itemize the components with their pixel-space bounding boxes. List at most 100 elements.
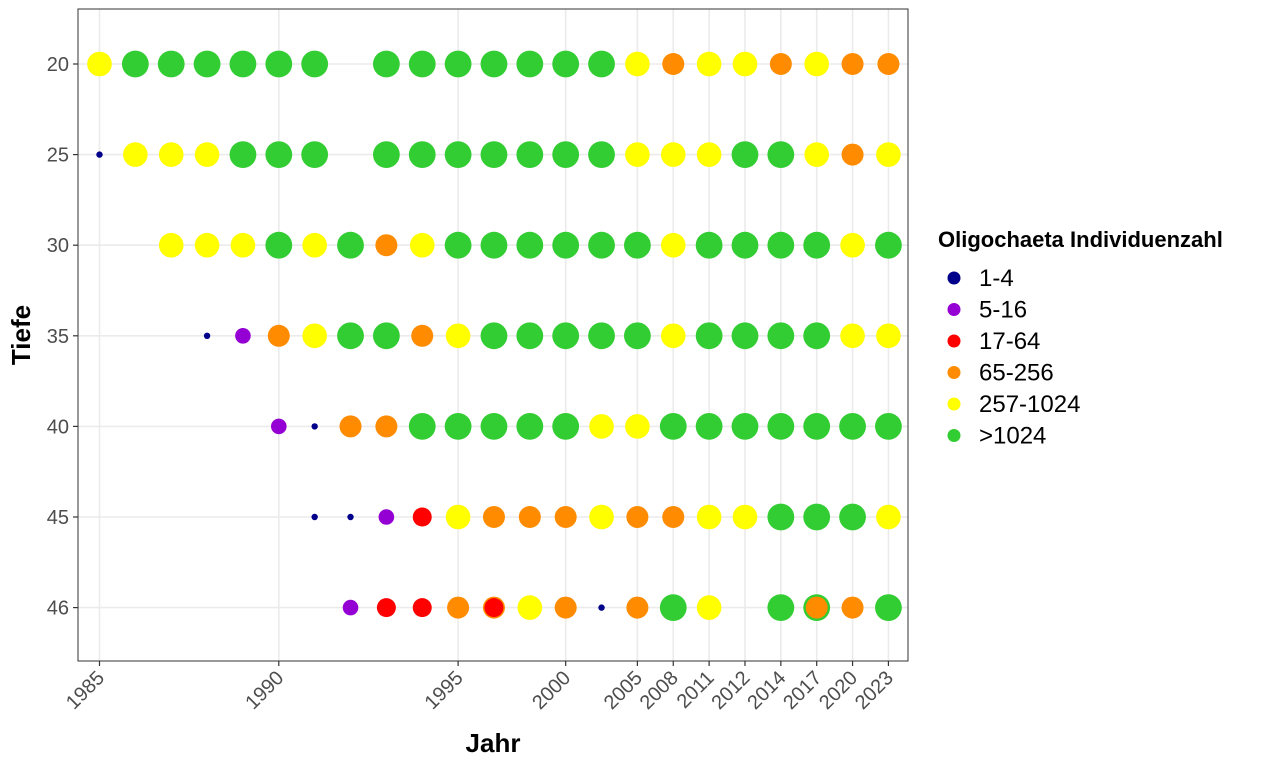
data-point	[194, 142, 220, 167]
data-point	[480, 413, 508, 440]
x-tick-label: 1990	[241, 667, 288, 714]
data-point	[87, 51, 112, 77]
y-tick-label: 30	[47, 235, 69, 257]
data-point	[123, 142, 148, 167]
data-point	[625, 142, 650, 167]
data-point	[696, 51, 722, 77]
data-point	[347, 513, 354, 521]
data-point	[265, 141, 293, 169]
data-point	[659, 413, 687, 440]
y-tick-label: 25	[47, 145, 69, 167]
data-point	[157, 50, 185, 78]
data-point	[626, 596, 649, 619]
data-point	[412, 598, 432, 618]
data-point	[229, 50, 257, 78]
data-point	[588, 141, 615, 169]
data-point	[193, 50, 221, 78]
data-point	[804, 51, 829, 77]
data-point	[376, 598, 396, 618]
data-point	[660, 232, 686, 258]
data-point	[482, 506, 505, 528]
legend-key	[947, 334, 961, 348]
data-point	[803, 231, 831, 259]
legend-key	[947, 271, 961, 285]
data-point	[96, 151, 103, 158]
data-point	[554, 506, 577, 528]
x-tick-label: 2023	[851, 667, 898, 714]
data-point	[731, 413, 759, 440]
data-point	[875, 231, 902, 259]
data-point	[660, 142, 686, 167]
data-point	[337, 231, 364, 259]
data-point	[767, 503, 795, 531]
data-point	[660, 323, 686, 349]
data-point	[375, 415, 398, 438]
data-point	[444, 50, 472, 78]
legend-label: >1024	[979, 423, 1046, 450]
data-point	[235, 328, 251, 344]
data-point	[552, 231, 580, 259]
data-point	[445, 504, 471, 530]
data-point	[444, 231, 472, 259]
data-point	[804, 142, 829, 167]
data-point	[372, 50, 400, 78]
data-point	[302, 323, 327, 349]
data-point	[342, 599, 359, 616]
legend-label: 257-1024	[979, 391, 1080, 418]
y-tick-label: 20	[47, 54, 69, 76]
data-point	[480, 50, 508, 78]
legend-key	[947, 429, 961, 442]
data-point	[516, 322, 544, 350]
data-point	[626, 506, 649, 528]
data-point	[875, 413, 902, 440]
data-point	[311, 513, 318, 521]
data-point	[444, 413, 472, 440]
data-point	[444, 141, 472, 169]
data-point	[767, 322, 795, 350]
data-point	[839, 413, 866, 440]
legend-label: 5-16	[979, 297, 1027, 324]
data-point	[311, 423, 318, 430]
data-point	[803, 322, 831, 350]
x-tick-label: 2000	[528, 667, 575, 714]
data-point	[194, 232, 220, 258]
legend-label: 65-256	[979, 360, 1054, 387]
data-point	[662, 506, 685, 528]
data-point	[158, 232, 184, 258]
data-point	[659, 594, 687, 621]
legend-title: Oligochaeta Individuenzahl	[938, 227, 1223, 252]
data-point	[624, 322, 651, 350]
y-axis: 20 25 30 35 40 45 46	[47, 54, 78, 620]
legend-label: 17-64	[979, 328, 1040, 355]
data-point	[732, 51, 758, 77]
data-point	[265, 50, 293, 78]
data-point	[767, 594, 795, 621]
data-point	[375, 234, 398, 257]
data-point	[230, 232, 256, 258]
data-point	[876, 323, 901, 349]
data-point	[624, 231, 651, 259]
data-point	[447, 596, 470, 619]
data-point	[408, 413, 436, 440]
data-point	[589, 504, 614, 530]
data-point	[339, 415, 362, 438]
data-point	[271, 418, 287, 435]
y-axis-title: Tiefe	[6, 305, 36, 365]
data-point	[769, 53, 792, 75]
legend: Oligochaeta Individuenzahl 1-4 5-16 17-64 6…	[938, 227, 1223, 450]
data-point	[552, 50, 580, 78]
data-point	[480, 322, 508, 350]
data-point	[378, 509, 395, 525]
data-point	[267, 324, 290, 347]
data-point	[598, 604, 605, 611]
x-tick-label: 2008	[636, 667, 683, 714]
legend-key	[947, 303, 961, 316]
data-point	[696, 142, 722, 167]
data-point	[841, 53, 864, 75]
data-point	[411, 324, 434, 347]
data-point	[731, 322, 759, 350]
data-point	[552, 141, 580, 169]
data-point	[662, 53, 685, 75]
data-point	[412, 507, 432, 527]
